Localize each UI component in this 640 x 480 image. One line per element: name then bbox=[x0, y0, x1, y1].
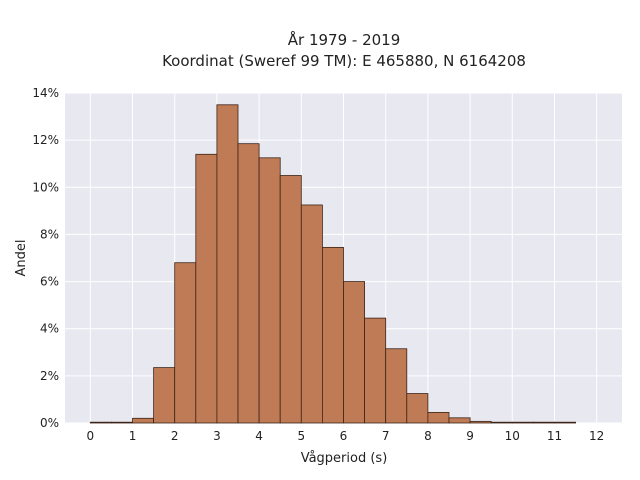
histogram-bar bbox=[532, 421, 555, 424]
x-tick-label: 11 bbox=[547, 429, 562, 443]
histogram-bar bbox=[132, 417, 155, 424]
histogram-bar bbox=[343, 281, 365, 424]
histogram-bar bbox=[490, 421, 513, 424]
y-tick-label: 2% bbox=[40, 369, 59, 383]
histogram-bar bbox=[364, 317, 387, 424]
histogram-bar bbox=[511, 421, 534, 424]
histogram-bars bbox=[89, 104, 576, 424]
y-tick-label: 8% bbox=[40, 227, 59, 241]
x-tick-label: 2 bbox=[171, 429, 179, 443]
histogram-bar bbox=[153, 367, 176, 424]
y-tick-label: 10% bbox=[32, 180, 59, 194]
y-tick-label: 14% bbox=[32, 86, 59, 100]
x-tick-label: 8 bbox=[424, 429, 432, 443]
x-tick-label: 10 bbox=[505, 429, 520, 443]
y-tick-label: 4% bbox=[40, 322, 59, 336]
histogram-bar bbox=[554, 421, 576, 424]
histogram-bar bbox=[237, 143, 260, 424]
histogram-bar bbox=[111, 421, 133, 424]
histogram-bar bbox=[216, 104, 239, 424]
histogram-bar bbox=[427, 411, 450, 424]
histogram-bar bbox=[258, 157, 281, 424]
y-axis-ticks: 0% 2% 4% 6% 8% 10% 12% 14% bbox=[32, 86, 59, 430]
histogram-bar bbox=[300, 204, 323, 424]
y-tick-label: 0% bbox=[40, 416, 59, 430]
chart-title-line-1: År 1979 - 2019 bbox=[288, 30, 401, 49]
histogram-bar bbox=[174, 262, 197, 424]
x-tick-label: 12 bbox=[589, 429, 604, 443]
histogram-bar bbox=[195, 153, 218, 424]
x-tick-label: 5 bbox=[297, 429, 305, 443]
y-tick-label: 6% bbox=[40, 275, 59, 289]
x-tick-label: 1 bbox=[129, 429, 137, 443]
histogram-bar bbox=[469, 420, 492, 424]
histogram-bar bbox=[448, 417, 471, 424]
x-tick-label: 3 bbox=[213, 429, 221, 443]
histogram-bar bbox=[89, 421, 112, 424]
x-tick-label: 7 bbox=[382, 429, 390, 443]
y-tick-label: 12% bbox=[32, 133, 59, 147]
histogram-bar bbox=[279, 175, 302, 424]
x-axis-ticks: 0 1 2 3 4 5 6 7 8 9 10 11 12 bbox=[86, 429, 604, 443]
histogram-bar bbox=[406, 393, 429, 424]
x-axis-label: Vågperiod (s) bbox=[301, 451, 388, 466]
histogram-bar bbox=[385, 348, 408, 424]
chart-title-line-2: Koordinat (Sweref 99 TM): E 465880, N 61… bbox=[162, 52, 526, 70]
x-tick-label: 4 bbox=[255, 429, 263, 443]
x-tick-label: 0 bbox=[86, 429, 94, 443]
x-tick-label: 9 bbox=[466, 429, 474, 443]
x-tick-label: 6 bbox=[340, 429, 348, 443]
y-axis-label: Andel bbox=[14, 240, 29, 277]
histogram-bar bbox=[322, 246, 344, 424]
